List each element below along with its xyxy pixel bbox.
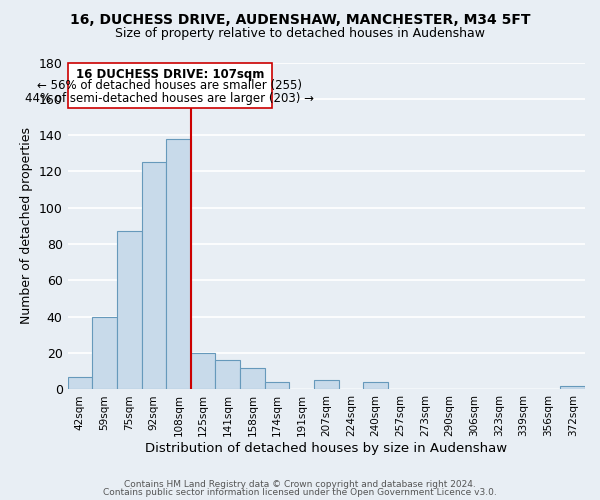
Text: Size of property relative to detached houses in Audenshaw: Size of property relative to detached ho… (115, 28, 485, 40)
Bar (560, 386, 585, 390)
Bar (117, 232, 142, 390)
Bar (191, 353, 215, 390)
Bar (68, 376, 92, 390)
Text: Contains public sector information licensed under the Open Government Licence v3: Contains public sector information licen… (103, 488, 497, 497)
Bar (215, 360, 240, 390)
Bar (92, 317, 117, 390)
Text: Contains HM Land Registry data © Crown copyright and database right 2024.: Contains HM Land Registry data © Crown c… (124, 480, 476, 489)
Bar (166, 139, 191, 390)
Bar (142, 162, 166, 390)
Text: 16, DUCHESS DRIVE, AUDENSHAW, MANCHESTER, M34 5FT: 16, DUCHESS DRIVE, AUDENSHAW, MANCHESTER… (70, 12, 530, 26)
Text: 16 DUCHESS DRIVE: 107sqm: 16 DUCHESS DRIVE: 107sqm (76, 68, 264, 81)
Text: 44% of semi-detached houses are larger (203) →: 44% of semi-detached houses are larger (… (25, 92, 314, 104)
X-axis label: Distribution of detached houses by size in Audenshaw: Distribution of detached houses by size … (145, 442, 508, 455)
Y-axis label: Number of detached properties: Number of detached properties (20, 128, 34, 324)
Bar (265, 382, 289, 390)
Bar (314, 380, 338, 390)
Bar (363, 382, 388, 390)
FancyBboxPatch shape (68, 62, 272, 108)
Bar (240, 368, 265, 390)
Text: ← 56% of detached houses are smaller (255): ← 56% of detached houses are smaller (25… (37, 79, 302, 92)
